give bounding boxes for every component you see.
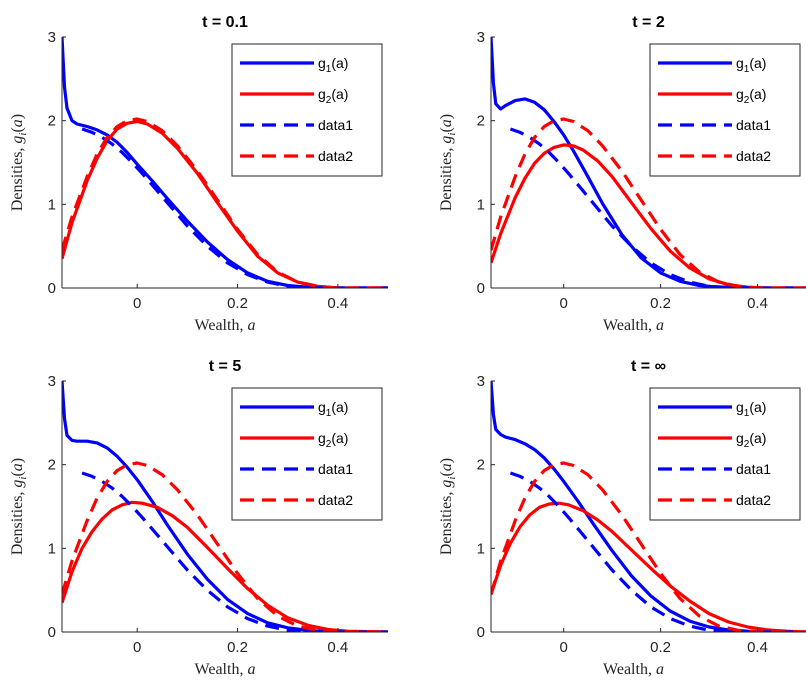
x-axis-label: Wealth, a (603, 661, 664, 678)
series-line-data1 (81, 471, 388, 632)
legend-entry-label: g1(a) (736, 55, 766, 75)
legend: g1(a) g2(a) data1 data2 (231, 387, 383, 521)
y-tick-label: 0 (477, 280, 485, 297)
series-line-g1a (491, 37, 806, 288)
chart-title: t = 2 (632, 14, 665, 31)
y-tick-label: 2 (477, 113, 485, 130)
chart-panel-2: t = 2 0 0.2 0.4 0 1 2 3 Wealth, a Densities, gi(a… (438, 14, 806, 334)
legend-entry-label: data2 (318, 492, 353, 508)
x-tick-label: 0.4 (327, 639, 348, 656)
legend-entry-label: g2(a) (318, 86, 348, 106)
y-tick-label: 1 (477, 540, 485, 557)
chart-title: t = 0.1 (202, 14, 248, 31)
x-tick-label: 0.4 (327, 295, 348, 312)
legend: g1(a) g2(a) data1 data2 (649, 43, 801, 177)
legend-entry-label: data2 (736, 148, 771, 164)
y-tick-label: 2 (48, 113, 56, 130)
x-tick-label: 0 (560, 295, 568, 312)
series-line-g2a (491, 143, 806, 288)
y-tick-label: 2 (48, 457, 56, 474)
chart-panel-4: t = ∞ 0 0.2 0.4 0 1 2 3 Wealth, a Densities, gi(a… (438, 358, 806, 678)
legend-entry-label: data1 (318, 117, 353, 133)
y-axis-label: Densities, gi(a) (438, 114, 458, 211)
x-tick-label: 0.2 (650, 639, 671, 656)
legend-entry-label: g1(a) (736, 399, 766, 419)
y-tick-label: 1 (477, 196, 485, 213)
y-tick-label: 3 (477, 373, 485, 390)
series-line-g2a (62, 119, 388, 288)
y-tick-label: 1 (48, 540, 56, 557)
x-tick-label: 0.2 (650, 295, 671, 312)
series-line-data2 (491, 461, 806, 632)
y-tick-label: 0 (48, 624, 56, 641)
x-tick-label: 0.4 (747, 295, 768, 312)
legend-entry-label: g2(a) (318, 430, 348, 450)
y-tick-label: 1 (48, 196, 56, 213)
series-line-data1 (509, 471, 806, 632)
legend-box (231, 387, 383, 521)
y-tick-label: 3 (477, 29, 485, 46)
legend-entry-label: g2(a) (736, 430, 766, 450)
x-tick-label: 0 (560, 639, 568, 656)
series-line-data1 (81, 127, 388, 288)
legend: g1(a) g2(a) data1 data2 (231, 43, 383, 177)
y-tick-label: 3 (48, 29, 56, 46)
legend: g1(a) g2(a) data1 data2 (649, 387, 801, 521)
y-tick-label: 2 (477, 457, 485, 474)
legend-entry-label: data2 (736, 492, 771, 508)
chart-title: t = 5 (209, 358, 242, 375)
series-line-g2a (491, 501, 806, 632)
chart-title: t = ∞ (631, 358, 666, 375)
series-line-g2a (62, 500, 388, 632)
y-axis-label: Densities, gi(a) (9, 458, 29, 555)
series-line-g1a (62, 381, 388, 632)
x-axis-label: Wealth, a (603, 317, 664, 334)
legend-entry-label: data1 (736, 117, 771, 133)
chart-panel-3: t = 5 0 0.2 0.4 0 1 2 3 Wealth, a Densities, gi(a… (9, 358, 388, 678)
y-axis-label: Densities, gi(a) (9, 114, 29, 211)
x-axis-label: Wealth, a (195, 317, 256, 334)
y-axis-label: Densities, gi(a) (438, 458, 458, 555)
series-line-g1a (491, 381, 806, 632)
legend-box (649, 43, 801, 177)
y-tick-label: 3 (48, 373, 56, 390)
legend-entry-label: g2(a) (736, 86, 766, 106)
x-axis-label: Wealth, a (195, 661, 256, 678)
x-tick-label: 0.4 (747, 639, 768, 656)
legend-entry-label: g1(a) (318, 399, 348, 419)
y-tick-label: 0 (477, 624, 485, 641)
series-line-data2 (491, 117, 806, 288)
legend-box (649, 387, 801, 521)
chart-panel-1: t = 0.1 0 0.2 0.4 0 1 2 3 Wealth, a Densities, gi… (9, 14, 388, 334)
y-tick-label: 0 (48, 280, 56, 297)
x-tick-label: 0.2 (227, 295, 248, 312)
legend-entry-label: g1(a) (318, 55, 348, 75)
legend-entry-label: data2 (318, 148, 353, 164)
x-tick-label: 0 (133, 639, 141, 656)
series-line-data1 (509, 127, 806, 288)
x-tick-label: 0 (133, 295, 141, 312)
legend-box (231, 43, 383, 177)
legend-entry-label: data1 (736, 461, 771, 477)
legend-entry-label: data1 (318, 461, 353, 477)
x-tick-label: 0.2 (227, 639, 248, 656)
